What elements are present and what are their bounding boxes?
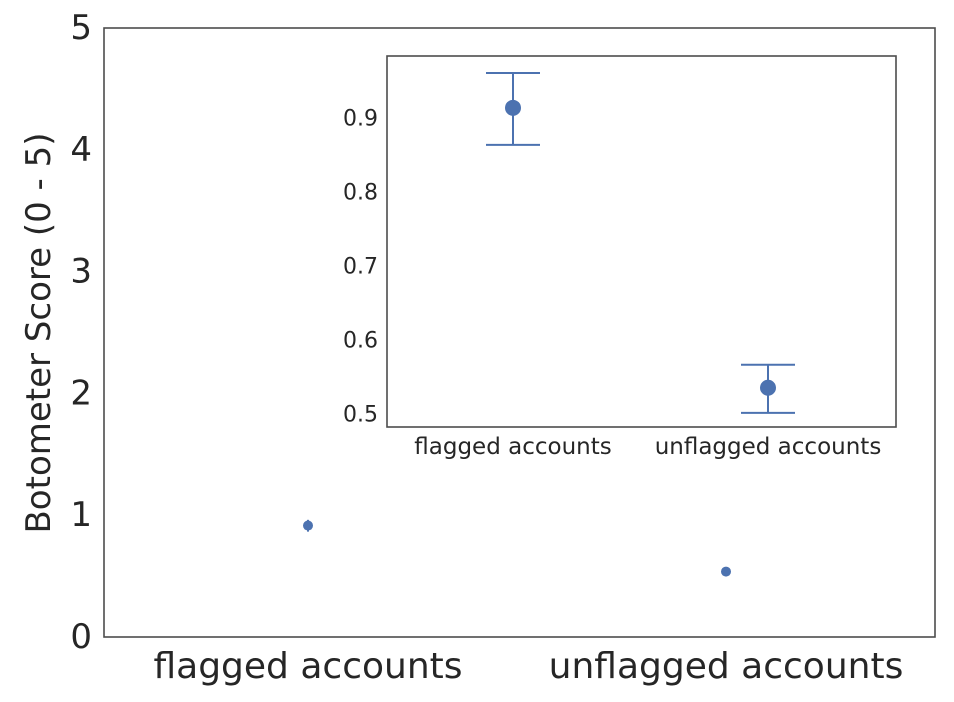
inset-y-tick-label: 0.8 <box>343 180 378 205</box>
inset-y-tick-label: 0.7 <box>343 255 378 280</box>
main-y-axis: 0 1 2 3 4 5 <box>70 8 92 657</box>
main-plot-frame <box>103 27 936 638</box>
main-y-axis-label: Botometer Score (0 - 5) <box>19 132 59 533</box>
main-y-tick-label: 4 <box>70 130 92 170</box>
main-data-marks <box>303 519 731 577</box>
main-x-tick-label: flagged accounts <box>153 646 462 687</box>
inset-data-point <box>760 379 776 396</box>
main-data-point <box>721 566 731 577</box>
inset-y-tick-label: 0.6 <box>343 329 378 354</box>
main-y-tick-label: 1 <box>70 495 92 535</box>
inset-y-tick-label: 0.5 <box>343 403 378 428</box>
main-x-tick-label: unflagged accounts <box>549 646 904 687</box>
main-y-tick-label: 0 <box>70 617 92 657</box>
main-y-tick-label: 5 <box>70 8 92 48</box>
inset-y-axis: 0.5 0.6 0.7 0.8 0.9 <box>343 106 378 427</box>
inset-data-point <box>505 99 521 116</box>
inset-data-marks <box>486 72 795 414</box>
main-x-axis: flagged accounts unflagged accounts <box>153 646 903 687</box>
main-y-tick-label: 2 <box>70 373 92 413</box>
inset-x-tick-label: flagged accounts <box>414 434 611 460</box>
inset-plot-frame <box>386 55 897 428</box>
inset-plot-background <box>387 56 896 427</box>
main-data-point <box>303 520 313 531</box>
main-y-tick-label: 3 <box>70 252 92 292</box>
inset-x-tick-label: unflagged accounts <box>655 434 882 460</box>
inset-plot: 0.5 0.6 0.7 0.8 0.9 flagged accounts unflagge… <box>343 55 897 460</box>
inset-x-axis: flagged accounts unflagged accounts <box>414 434 881 460</box>
main-plot: 0 1 2 3 4 5 flagged accounts unflagged account… <box>19 8 936 687</box>
inset-y-tick-label: 0.9 <box>343 106 378 131</box>
